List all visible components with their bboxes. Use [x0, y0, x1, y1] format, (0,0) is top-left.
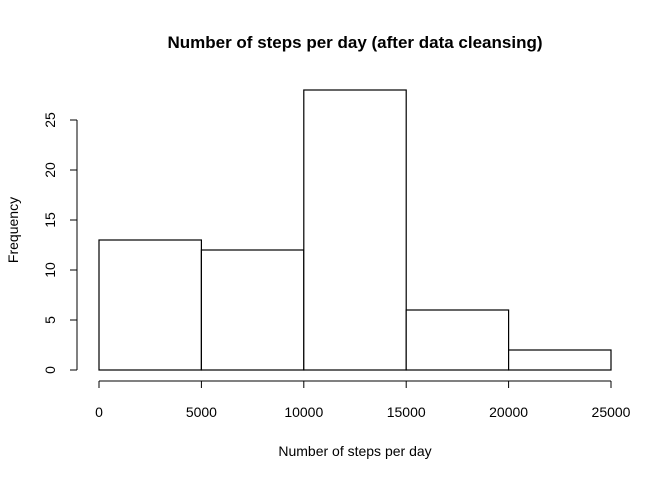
x-tick-label: 0: [95, 404, 103, 420]
histogram-bar: [303, 89, 407, 371]
x-axis: 0 5000 10000 15000 20000 25000: [95, 380, 631, 420]
x-tick-label: 15000: [387, 404, 426, 420]
x-axis-label: Number of steps per day: [278, 443, 431, 459]
histogram-bar: [98, 239, 203, 371]
x-tick-label: 10000: [284, 404, 323, 420]
y-tick-label: 10: [42, 262, 58, 278]
histogram-bar: [405, 309, 510, 371]
y-tick-label: 20: [42, 162, 58, 178]
chart-title: Number of steps per day (after data clea…: [167, 33, 542, 52]
y-tick-label: 5: [42, 316, 58, 324]
y-tick-label: 25: [42, 112, 58, 128]
bars-group: [98, 89, 612, 371]
x-tick-label: 20000: [489, 404, 528, 420]
y-axis: 0 5 10 15 20 25: [42, 112, 78, 374]
y-axis-label: Frequency: [5, 197, 21, 263]
histogram-bar: [508, 349, 612, 371]
x-tick-label: 25000: [592, 404, 631, 420]
histogram-bar: [200, 249, 305, 371]
y-tick-label: 15: [42, 212, 58, 228]
y-tick-label: 0: [42, 366, 58, 374]
x-tick-label: 5000: [186, 404, 217, 420]
